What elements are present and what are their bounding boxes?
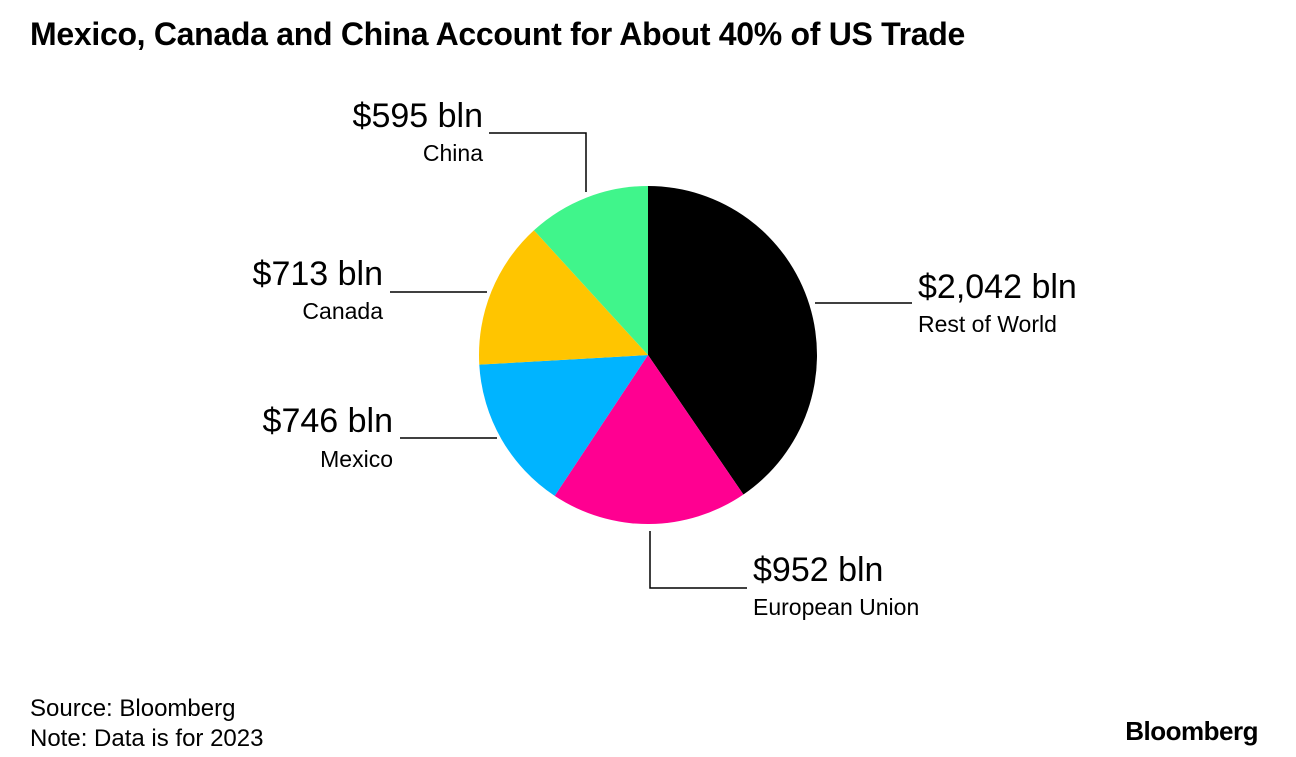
category-label-rest-of-world: Rest of World (918, 311, 1057, 337)
bloomberg-logo: Bloomberg (1125, 716, 1258, 746)
pie-slice-european-union (554, 355, 744, 524)
category-label-canada: Canada (302, 298, 383, 324)
pie-slice-rest-of-world (648, 186, 817, 495)
value-label-canada: $713 bln (253, 255, 383, 293)
leader-line-european-union (649, 531, 747, 589)
data-note: Note: Data is for 2023 (30, 725, 264, 752)
category-label-china: China (423, 140, 483, 166)
chart-title: Mexico, Canada and China Account for Abo… (30, 16, 966, 52)
pie-slice-mexico (479, 355, 648, 496)
category-label-mexico: Mexico (320, 446, 393, 472)
value-label-china: $595 bln (353, 97, 483, 135)
footer: Source: Bloomberg Note: Data is for 2023 (30, 694, 263, 754)
pie-slice-canada (479, 230, 648, 365)
category-label-european-union: European Union (753, 594, 919, 620)
value-label-european-union: $952 bln (753, 551, 883, 589)
source-note: Source: Bloomberg (30, 695, 236, 722)
value-label-rest-of-world: $2,042 bln (918, 268, 1077, 306)
value-label-mexico: $746 bln (263, 402, 393, 440)
leader-line-china (489, 132, 587, 192)
pie-slice-china (533, 186, 648, 355)
